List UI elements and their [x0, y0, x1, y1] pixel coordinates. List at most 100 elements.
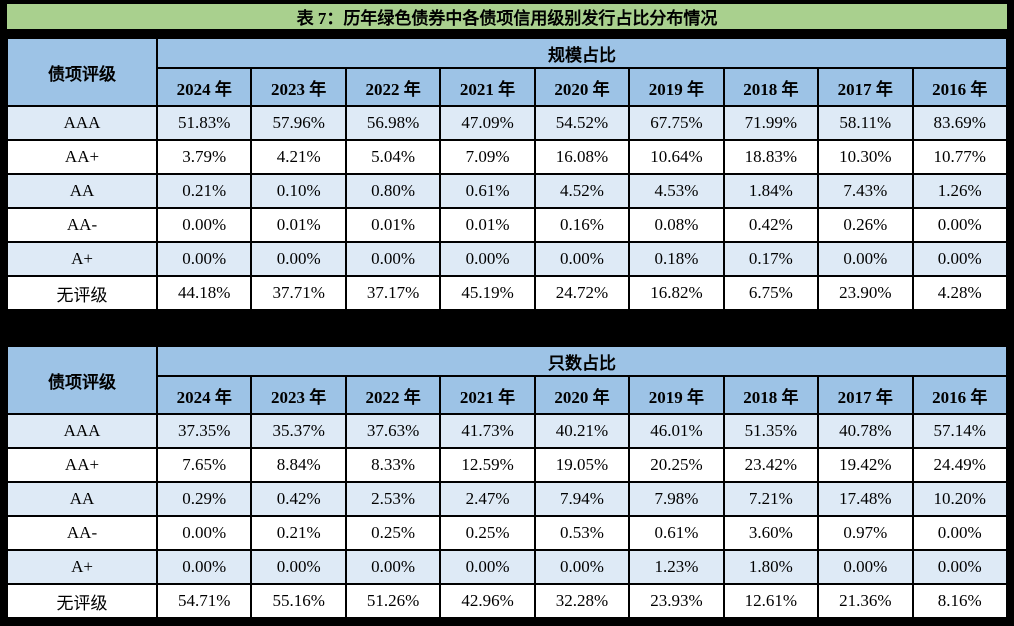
value-cell: 1.23% [628, 549, 725, 585]
table-row: AAA 37.35% 35.37% 37.63% 41.73% 40.21% 46.01% 5… [6, 413, 1008, 449]
value-cell: 37.71% [250, 275, 347, 311]
value-cell: 0.17% [722, 241, 820, 277]
value-cell: 3.60% [722, 515, 820, 551]
value-cell: 8.33% [344, 447, 442, 483]
value-cell: 18.83% [722, 139, 820, 175]
value-cell: 24.49% [911, 447, 1008, 483]
rating-cell: AA [6, 173, 158, 209]
value-cell: 58.11% [817, 105, 914, 141]
scale-share-table: 债项评级 规模占比 2024 年 2023 年 2022 年 2021 年 2020 年 20… [6, 37, 1008, 311]
year-header-2017: 2017 年 [817, 67, 914, 107]
value-cell: 0.08% [628, 207, 725, 243]
value-cell: 0.01% [344, 207, 442, 243]
group-header-row: 债项评级 规模占比 [6, 37, 1008, 107]
value-cell: 0.00% [817, 241, 914, 277]
year-header-2019: 2019 年 [628, 67, 725, 107]
value-cell: 12.61% [722, 583, 820, 619]
rating-cell: A+ [6, 241, 158, 277]
rating-cell: AA- [6, 207, 158, 243]
tables-container: 债项评级 规模占比 2024 年 2023 年 2022 年 2021 年 2020 年 20… [6, 37, 1008, 619]
value-cell: 2.53% [344, 481, 442, 517]
value-cell: 1.26% [911, 173, 1008, 209]
year-header-2020: 2020 年 [533, 375, 631, 415]
value-cell: 10.77% [911, 139, 1008, 175]
rating-cell: AA+ [6, 139, 158, 175]
value-cell: 0.00% [439, 549, 536, 585]
value-cell: 0.25% [344, 515, 442, 551]
table-row: 无评级 54.71% 55.16% 51.26% 42.96% 32.28% 23.93% 1… [6, 583, 1008, 619]
value-cell: 51.26% [344, 583, 442, 619]
rating-column-header: 债项评级 [6, 345, 158, 415]
table-row: A+ 0.00% 0.00% 0.00% 0.00% 0.00% 0.18% 0.17% 0.0… [6, 241, 1008, 277]
table-row: AAA 51.83% 57.96% 56.98% 47.09% 54.52% 67.75% 7… [6, 105, 1008, 141]
value-cell: 8.16% [911, 583, 1008, 619]
value-cell: 3.79% [155, 139, 253, 175]
value-cell: 7.94% [533, 481, 631, 517]
value-cell: 51.83% [155, 105, 253, 141]
value-cell: 0.53% [533, 515, 631, 551]
value-cell: 0.00% [533, 549, 631, 585]
value-cell: 32.28% [533, 583, 631, 619]
value-cell: 51.35% [722, 413, 820, 449]
value-cell: 46.01% [628, 413, 725, 449]
value-cell: 23.90% [817, 275, 914, 311]
value-cell: 0.21% [250, 515, 347, 551]
table-row: AA- 0.00% 0.01% 0.01% 0.01% 0.16% 0.08% 0.42% 0.… [6, 207, 1008, 243]
value-cell: 0.25% [439, 515, 536, 551]
rating-column-header: 债项评级 [6, 37, 158, 107]
metric-group-header: 规模占比 [156, 37, 1008, 69]
value-cell: 41.73% [439, 413, 536, 449]
value-cell: 23.42% [722, 447, 820, 483]
value-cell: 54.52% [533, 105, 631, 141]
value-cell: 0.01% [250, 207, 347, 243]
rating-cell: 无评级 [6, 583, 158, 619]
value-cell: 47.09% [439, 105, 536, 141]
value-cell: 0.61% [439, 173, 536, 209]
year-header-2024: 2024 年 [155, 67, 253, 107]
year-header-row: 2024 年 2023 年 2022 年 2021 年 2020 年 2019 年 2018… [7, 67, 1008, 107]
table-row: 无评级 44.18% 37.71% 37.17% 45.19% 24.72% 16.82% 6… [6, 275, 1008, 311]
year-header-row: 2024 年 2023 年 2022 年 2021 年 2020 年 2019 年 2018… [7, 375, 1008, 415]
rating-cell: A+ [6, 549, 158, 585]
table-row: AA 0.21% 0.10% 0.80% 0.61% 4.52% 4.53% 1.84% 7.4… [6, 173, 1008, 209]
value-cell: 0.00% [911, 241, 1008, 277]
value-cell: 17.48% [817, 481, 914, 517]
value-cell: 4.28% [911, 275, 1008, 311]
value-cell: 40.78% [817, 413, 914, 449]
metric-group-header: 只数占比 [156, 345, 1008, 377]
rating-cell: AA [6, 481, 158, 517]
value-cell: 5.04% [344, 139, 442, 175]
value-cell: 67.75% [628, 105, 725, 141]
value-cell: 6.75% [722, 275, 820, 311]
value-cell: 0.42% [250, 481, 347, 517]
value-cell: 7.09% [439, 139, 536, 175]
value-cell: 37.63% [344, 413, 442, 449]
value-cell: 0.97% [817, 515, 914, 551]
value-cell: 0.01% [439, 207, 536, 243]
value-cell: 42.96% [439, 583, 536, 619]
value-cell: 37.17% [344, 275, 442, 311]
value-cell: 20.25% [628, 447, 725, 483]
year-header-2023: 2023 年 [250, 375, 347, 415]
value-cell: 0.00% [344, 241, 442, 277]
table-row: AA+ 3.79% 4.21% 5.04% 7.09% 16.08% 10.64% 18.83… [6, 139, 1008, 175]
value-cell: 0.80% [344, 173, 442, 209]
value-cell: 0.61% [628, 515, 725, 551]
value-cell: 0.00% [911, 207, 1008, 243]
value-cell: 16.82% [628, 275, 725, 311]
value-cell: 44.18% [155, 275, 253, 311]
value-cell: 0.00% [155, 241, 253, 277]
group-header-row: 债项评级 只数占比 [6, 345, 1008, 415]
value-cell: 0.26% [817, 207, 914, 243]
value-cell: 40.21% [533, 413, 631, 449]
value-cell: 57.96% [250, 105, 347, 141]
value-cell: 55.16% [250, 583, 347, 619]
year-header-2016: 2016 年 [911, 375, 1008, 415]
table-row: AA- 0.00% 0.21% 0.25% 0.25% 0.53% 0.61% 3.60% 0.… [6, 515, 1008, 551]
value-cell: 57.14% [911, 413, 1008, 449]
value-cell: 0.00% [817, 549, 914, 585]
year-header-2024: 2024 年 [155, 375, 253, 415]
value-cell: 7.98% [628, 481, 725, 517]
value-cell: 0.00% [250, 549, 347, 585]
